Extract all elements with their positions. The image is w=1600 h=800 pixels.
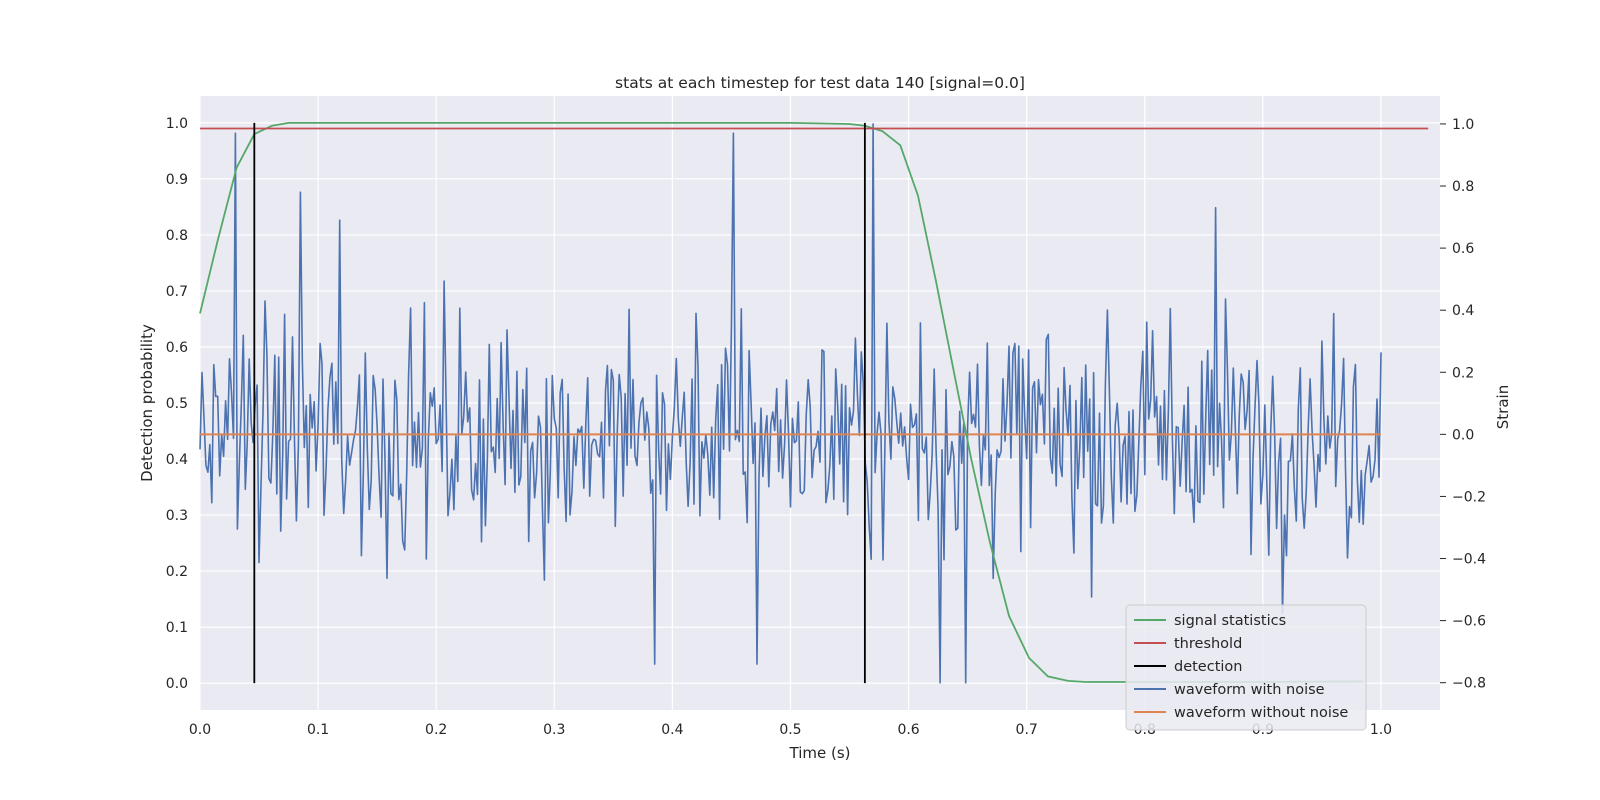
y-tick-label: 0.0	[166, 676, 188, 692]
y2-tick-label: −0.2	[1452, 489, 1486, 505]
x-tick-label: 0.5	[779, 722, 801, 738]
x-tick-label: 0.2	[425, 722, 447, 738]
legend-label: waveform without noise	[1174, 705, 1348, 721]
y2-tick-label: −0.8	[1452, 676, 1486, 692]
y2-tick-label: 0.0	[1452, 427, 1474, 443]
x-tick-label: 0.0	[189, 722, 211, 738]
x-tick-label: 1.0	[1370, 722, 1392, 738]
x-tick-label: 0.6	[897, 722, 919, 738]
y-tick-label: 0.4	[166, 452, 188, 468]
y2-tick-label: 0.4	[1452, 303, 1474, 319]
y-tick-label: 0.9	[166, 172, 188, 188]
legend-label: waveform with noise	[1174, 682, 1325, 698]
legend-label: threshold	[1174, 636, 1242, 652]
x-tick-label: 0.7	[1016, 722, 1038, 738]
y-tick-label: 0.7	[166, 284, 188, 300]
series-signal-statistics	[199, 122, 1364, 683]
y-tick-label: 0.8	[166, 228, 188, 244]
y-tick-label: 0.6	[166, 340, 188, 356]
y2-tick-label: −0.4	[1452, 552, 1486, 568]
series	[199, 122, 1429, 684]
y2-tick-label: 0.6	[1452, 241, 1474, 257]
legend-label: detection	[1174, 659, 1242, 675]
x-tick-label: 0.3	[543, 722, 565, 738]
grid	[199, 96, 1440, 710]
y2-tick-label: 1.0	[1452, 117, 1474, 133]
x-tick-label: 0.1	[307, 722, 329, 738]
legend-box	[1125, 604, 1367, 731]
y2-tick-label: 0.2	[1452, 365, 1474, 381]
series-waveform-with-noise	[199, 123, 1382, 684]
y-tick-label: 0.5	[166, 396, 188, 412]
legend-label: signal statistics	[1174, 613, 1286, 629]
y-tick-label: 0.3	[166, 508, 188, 524]
y-tick-label: 1.0	[166, 116, 188, 132]
y2-tick-label: −0.6	[1452, 614, 1486, 630]
axes: 0.0 0.1 0.2 0.3 0.4 0.5 0.6 0.7 0.8 0.9 1.0 0.0 0.1 0…	[166, 116, 1486, 738]
y2-tick-label: 0.8	[1452, 179, 1474, 195]
y-tick-label: 0.1	[166, 620, 188, 636]
y2-axis-label: Strain	[1494, 385, 1512, 429]
x-tick-label: 0.4	[661, 722, 683, 738]
legend: signal statistics threshold detection wavef…	[1125, 604, 1367, 731]
chart-title: stats at each timestep for test data 140…	[615, 74, 1025, 92]
y-tick-label: 0.2	[166, 564, 188, 580]
y-axis-label: Detection probability	[138, 324, 156, 482]
x-axis-label: Time (s)	[789, 744, 851, 762]
